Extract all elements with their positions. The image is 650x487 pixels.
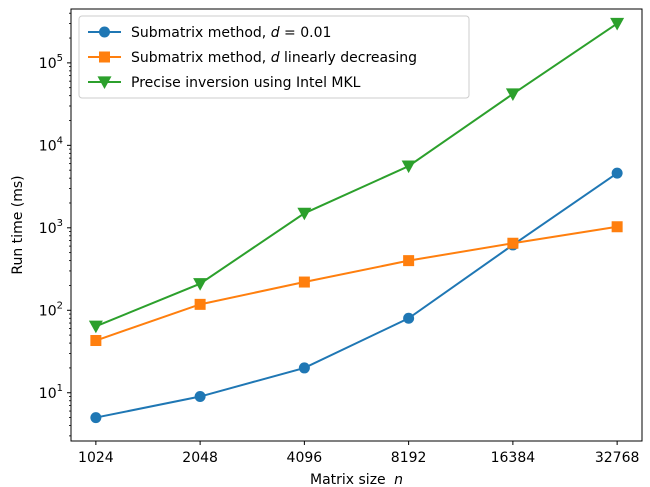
- data-point: [403, 312, 415, 324]
- legend-entry: Precise inversion using Intel MKL: [88, 75, 361, 91]
- x-tick-label: 16384: [491, 450, 536, 466]
- y-tick-label: 103: [39, 218, 63, 237]
- x-tick-label: 4096: [287, 450, 323, 466]
- data-point: [401, 160, 416, 174]
- data-point: [88, 320, 103, 334]
- plot-frame: [70, 8, 643, 442]
- y-axis-label: Run time (ms): [10, 175, 26, 274]
- legend-label: Precise inversion using Intel MKL: [131, 75, 361, 91]
- series-layer: [88, 17, 625, 424]
- data-point: [298, 276, 310, 288]
- series-2: [90, 221, 623, 347]
- legend-entry: Submatrix method, d = 0.01: [88, 25, 331, 41]
- legend-label: Submatrix method, d linearly decreasing: [131, 50, 417, 66]
- data-point: [505, 88, 520, 101]
- data-point: [90, 412, 102, 424]
- series-3: [88, 17, 625, 334]
- y-tick-label: 105: [39, 53, 63, 72]
- y-tick-label: 102: [39, 300, 63, 319]
- y-tick-label: 104: [39, 135, 63, 154]
- data-point: [403, 255, 415, 267]
- data-point: [193, 278, 208, 291]
- data-point: [611, 167, 623, 179]
- x-tick-label: 2048: [182, 450, 218, 466]
- legend: Submatrix method, d = 0.01 Submatrix meth…: [78, 15, 470, 99]
- data-point: [611, 221, 623, 233]
- series-line: [95, 225, 618, 342]
- series-line: [95, 172, 618, 419]
- legend-box: [78, 15, 470, 99]
- data-point: [194, 391, 206, 403]
- data-point: [194, 298, 206, 310]
- data-point: [297, 207, 312, 221]
- y-tick-label: 101: [39, 383, 63, 402]
- legend-entry: Submatrix method, d linearly decreasing: [88, 50, 417, 66]
- data-point: [99, 51, 110, 63]
- data-point: [610, 17, 625, 31]
- x-tick-label: 1024: [78, 450, 114, 466]
- x-axis-label-text: Matrix size: [310, 472, 386, 487]
- data-point: [97, 76, 112, 89]
- data-point: [507, 237, 519, 249]
- x-tick-label: 8192: [391, 450, 427, 466]
- x-tick-label: 32768: [595, 450, 640, 466]
- data-point: [298, 362, 310, 374]
- legend-label: Submatrix method, d = 0.01: [131, 25, 331, 41]
- axes-layer: 1024 2048 4096 8192 16384 32768 101 102 103 104 10…: [39, 12, 640, 466]
- data-point: [90, 335, 102, 347]
- data-point: [99, 26, 110, 38]
- x-axis-label-var: n: [394, 472, 403, 487]
- x-axis-label: Matrix size n: [310, 472, 403, 487]
- series-line: [95, 22, 618, 328]
